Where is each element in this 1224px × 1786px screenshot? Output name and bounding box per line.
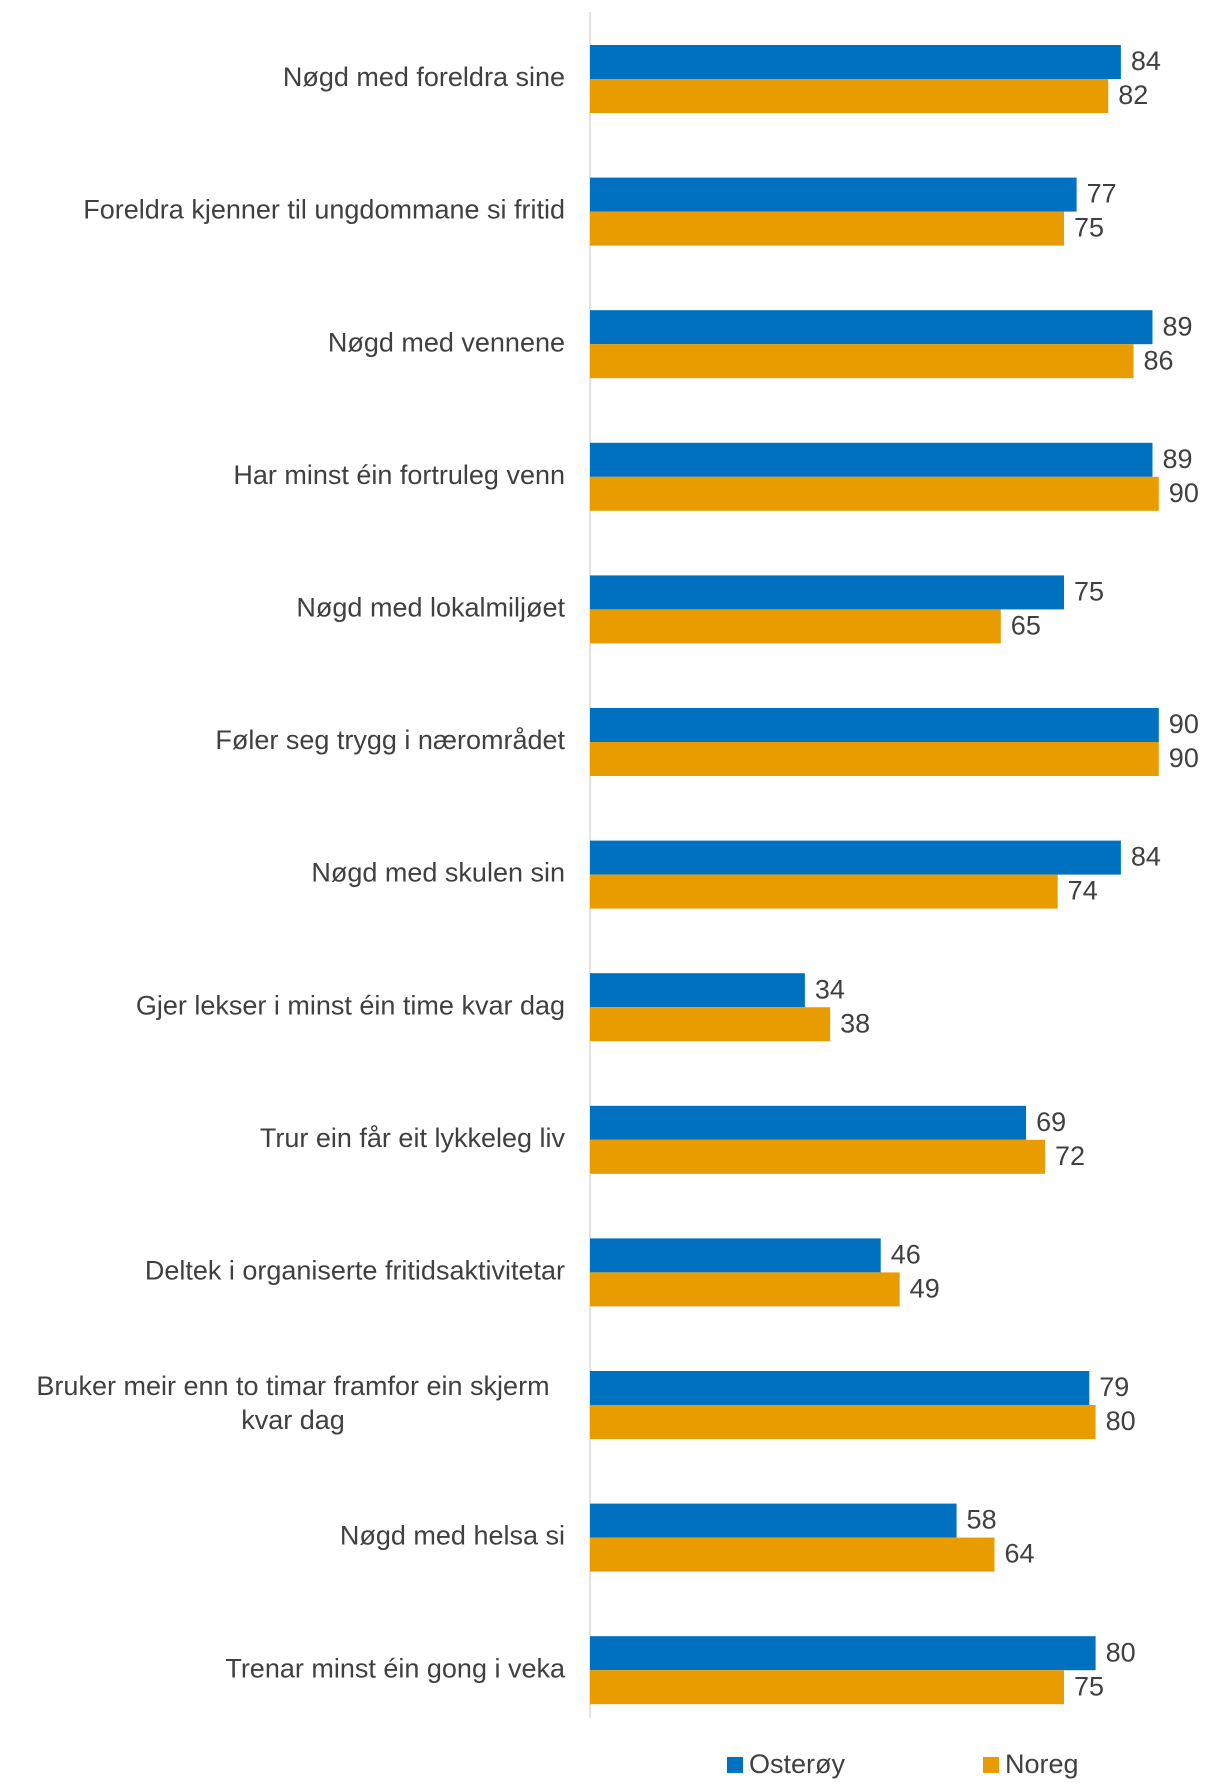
legend-swatch-osteroy — [727, 1757, 743, 1773]
category-label-7: Nøgd med skulen sin — [311, 858, 565, 888]
category-label-5: Nøgd med lokalmiljøet — [296, 593, 565, 623]
data-label-noreg-3: 86 — [1144, 345, 1174, 375]
data-label-osteroy-3: 89 — [1162, 311, 1192, 341]
data-label-noreg-13: 75 — [1074, 1671, 1104, 1701]
data-label-noreg-4: 90 — [1169, 478, 1199, 508]
legend-label-osteroy: Osterøy — [749, 1749, 846, 1779]
category-label-11: Bruker meir enn to timar framfor ein skj… — [36, 1371, 549, 1435]
data-label-noreg-8: 38 — [840, 1008, 870, 1038]
data-labels: 84 82 77 75 89 86 89 90 75 65 90 90 84 74 34 38 69 72 46 49… — [815, 46, 1199, 1701]
bar-osteroy-8 — [590, 973, 805, 1008]
bar-noreg-1 — [590, 79, 1109, 113]
bar-noreg-7 — [590, 874, 1058, 909]
bar-noreg-3 — [590, 344, 1134, 379]
legend: Osterøy Noreg — [727, 1749, 1079, 1779]
category-label-12: Nøgd med helsa si — [340, 1521, 565, 1551]
bar-osteroy-7 — [590, 840, 1121, 875]
data-label-osteroy-6: 90 — [1169, 709, 1199, 739]
bar-noreg-8 — [590, 1007, 831, 1042]
category-label-2: Foreldra kjenner til ungdommane si friti… — [83, 195, 565, 225]
data-label-noreg-1: 82 — [1118, 80, 1148, 110]
data-label-osteroy-5: 75 — [1074, 577, 1104, 607]
data-label-noreg-9: 72 — [1055, 1141, 1085, 1171]
data-label-osteroy-8: 34 — [815, 974, 845, 1004]
category-label-13: Trenar minst éin gong i veka — [225, 1653, 566, 1683]
data-label-osteroy-13: 80 — [1106, 1637, 1136, 1667]
data-label-noreg-10: 49 — [910, 1274, 940, 1304]
data-label-osteroy-9: 69 — [1036, 1107, 1066, 1137]
category-label-10: Deltek i organiserte fritidsaktivitetar — [145, 1256, 565, 1286]
bar-osteroy-2 — [590, 177, 1077, 212]
bar-osteroy-13 — [590, 1636, 1096, 1671]
bar-noreg-5 — [590, 609, 1001, 644]
data-label-noreg-5: 65 — [1011, 611, 1041, 641]
bar-osteroy-10 — [590, 1238, 881, 1273]
bar-noreg-11 — [590, 1405, 1096, 1439]
data-label-osteroy-10: 46 — [891, 1240, 921, 1270]
bar-osteroy-3 — [590, 310, 1153, 345]
legend-swatch-noreg — [983, 1757, 999, 1773]
bar-osteroy-1 — [590, 45, 1121, 79]
bars-layer — [590, 45, 1159, 1705]
category-label-9: Trur ein får eit lykkeleg liv — [260, 1123, 566, 1153]
category-label-3: Nøgd med vennene — [328, 327, 565, 357]
data-label-osteroy-11: 79 — [1099, 1372, 1129, 1402]
data-label-osteroy-2: 77 — [1087, 179, 1117, 209]
data-label-noreg-12: 64 — [1004, 1539, 1034, 1569]
bar-noreg-10 — [590, 1272, 900, 1307]
bar-osteroy-9 — [590, 1105, 1027, 1140]
category-label-1: Nøgd med foreldra sine — [283, 62, 565, 92]
category-label-8: Gjer lekser i minst éin time kvar dag — [136, 990, 565, 1020]
bar-noreg-13 — [590, 1670, 1064, 1705]
data-label-osteroy-4: 89 — [1162, 444, 1192, 474]
data-label-osteroy-1: 84 — [1131, 46, 1161, 76]
bar-noreg-9 — [590, 1139, 1046, 1174]
data-label-noreg-11: 80 — [1106, 1406, 1136, 1436]
category-label-6: Føler seg trygg i nærområdet — [215, 725, 565, 755]
bar-osteroy-12 — [590, 1503, 957, 1538]
bar-noreg-4 — [590, 476, 1159, 511]
data-label-noreg-2: 75 — [1074, 213, 1104, 243]
bar-osteroy-6 — [590, 708, 1159, 742]
data-label-osteroy-12: 58 — [967, 1505, 997, 1535]
data-label-noreg-7: 74 — [1068, 876, 1098, 906]
data-label-osteroy-7: 84 — [1131, 842, 1161, 872]
bar-osteroy-5 — [590, 575, 1064, 610]
bar-noreg-2 — [590, 211, 1064, 246]
bar-osteroy-11 — [590, 1371, 1090, 1405]
legend-label-noreg: Noreg — [1005, 1749, 1079, 1779]
bar-noreg-6 — [590, 742, 1159, 776]
data-label-noreg-6: 90 — [1169, 743, 1199, 773]
bar-noreg-12 — [590, 1537, 995, 1572]
category-label-4: Har minst éin fortruleg venn — [233, 460, 565, 490]
category-labels: Nøgd med foreldra sine Foreldra kjenner t… — [36, 62, 566, 1683]
bar-osteroy-4 — [590, 442, 1153, 477]
